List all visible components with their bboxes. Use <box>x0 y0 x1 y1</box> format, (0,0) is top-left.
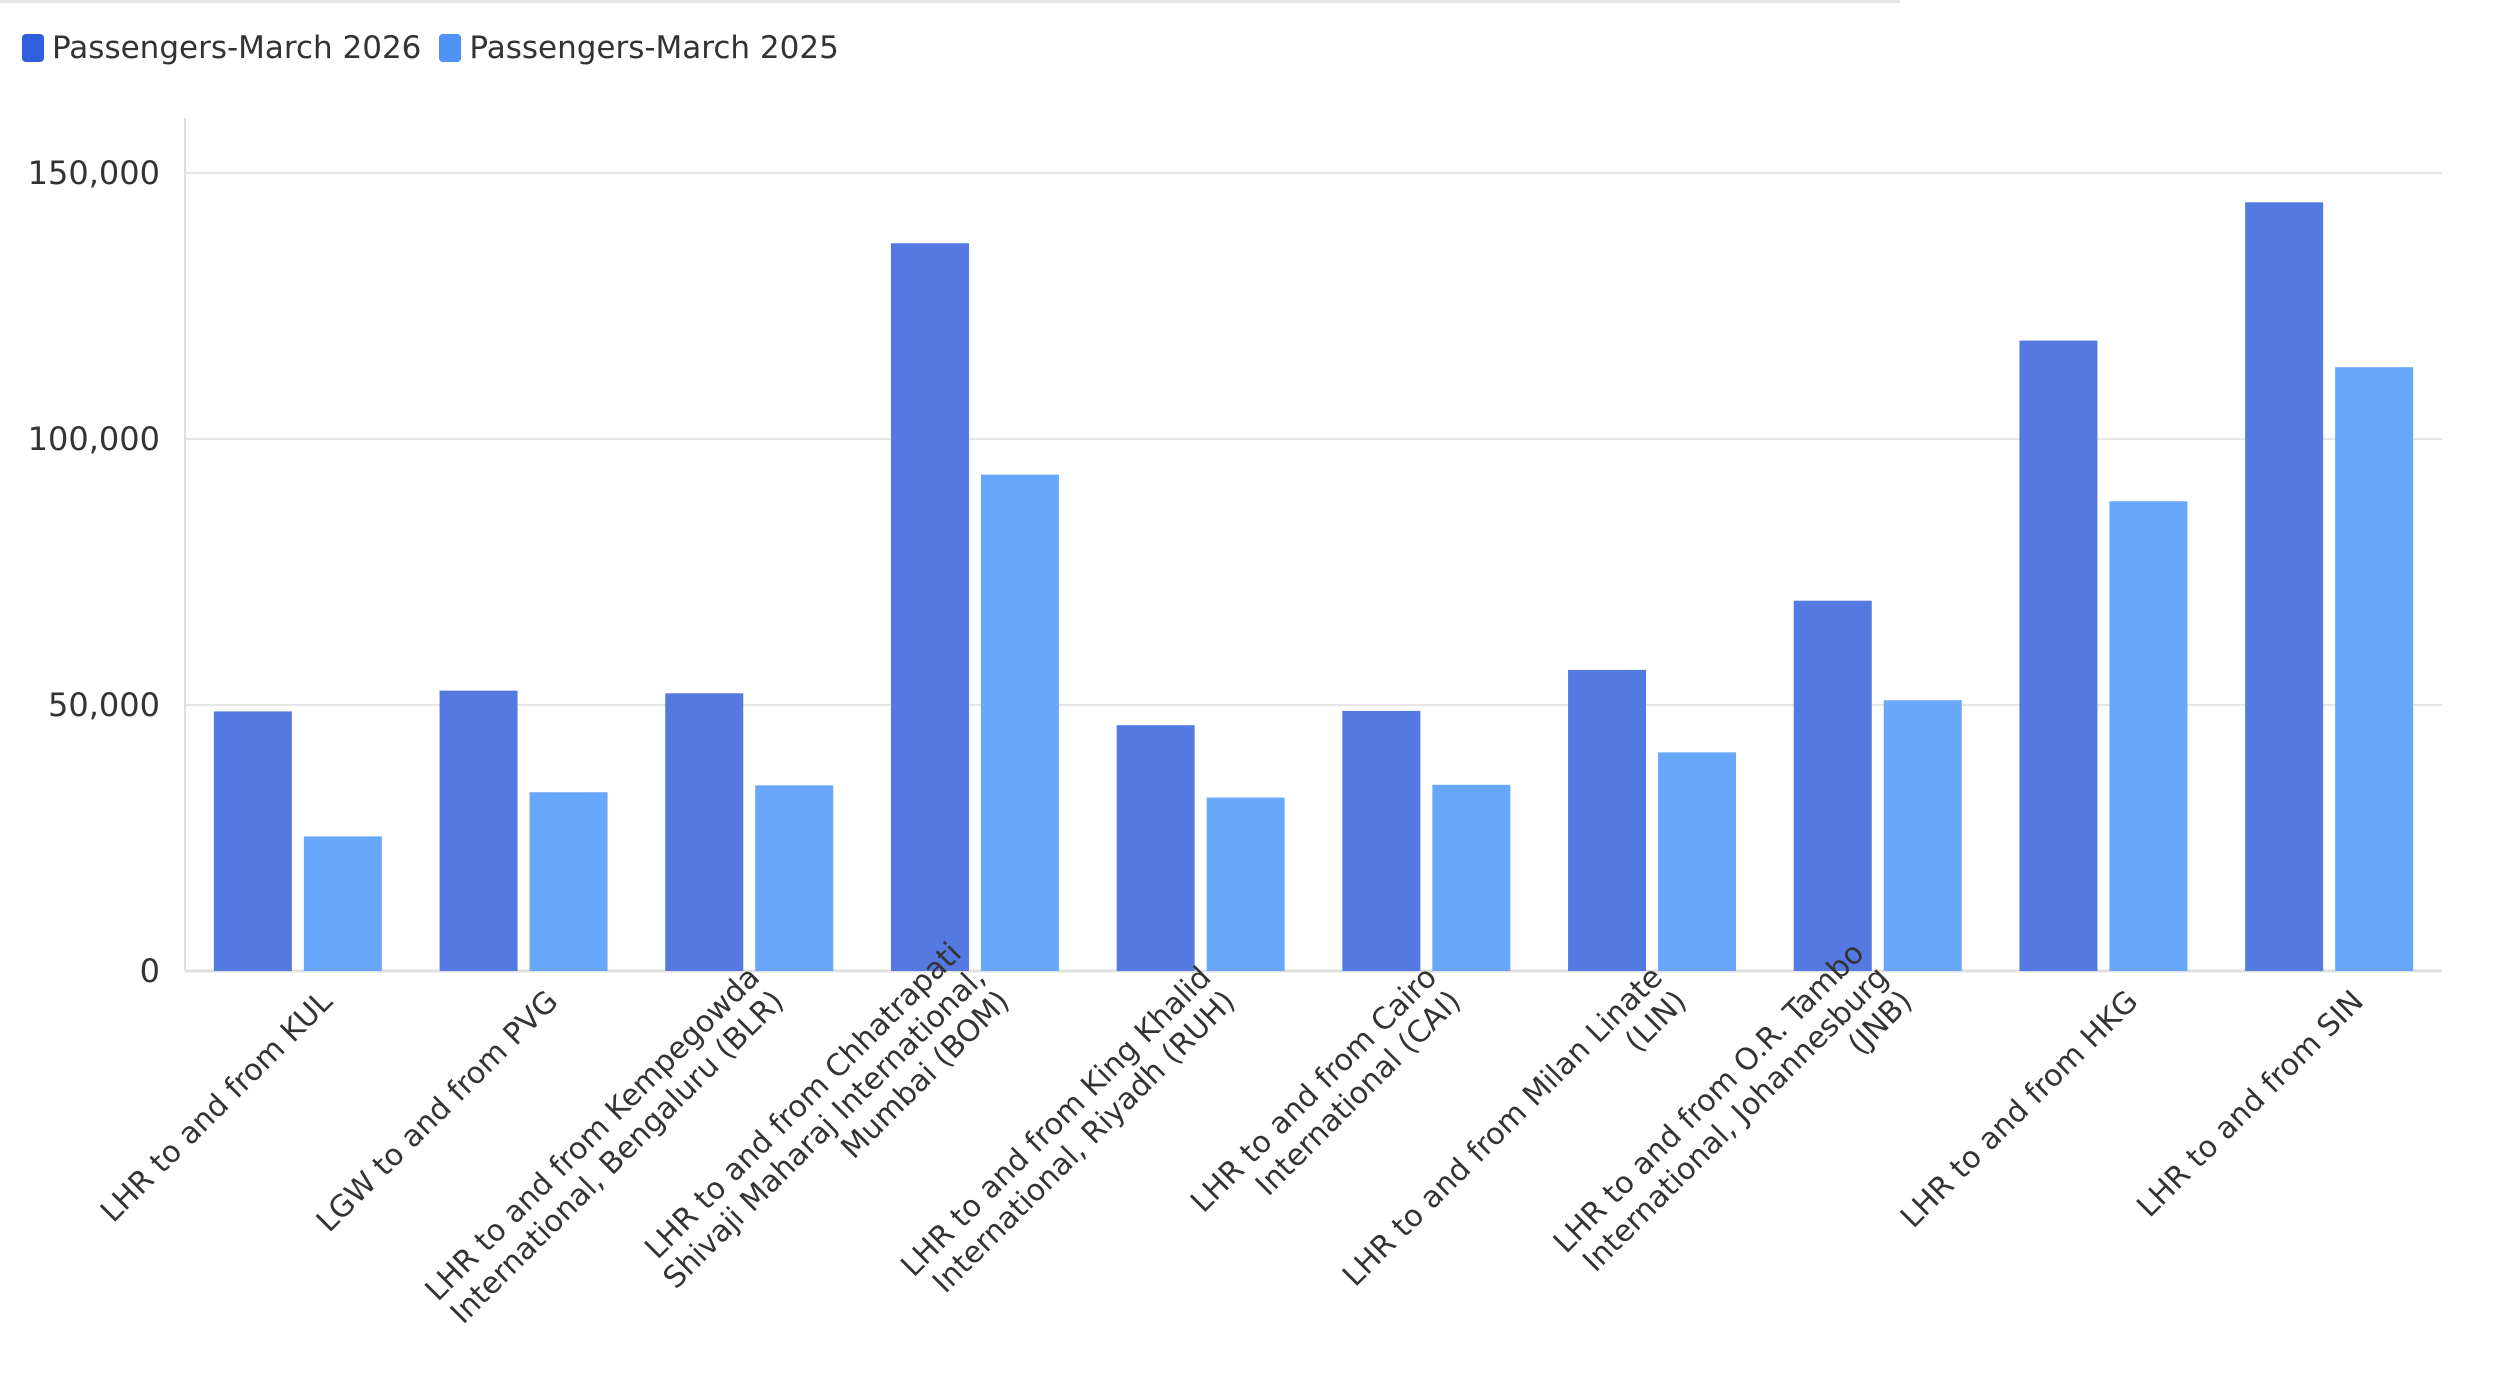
legend-label-march-2025: Passengers-March 2025 <box>469 30 839 66</box>
bar-march-2025-6 <box>1658 752 1737 971</box>
bar-march-2026-4 <box>1116 725 1195 971</box>
bar-march-2025-9 <box>2335 367 2414 971</box>
bar-march-2026-6 <box>1568 669 1647 971</box>
bar-march-2026-0 <box>213 711 292 971</box>
bar-march-2025-7 <box>1883 700 1962 971</box>
legend-label-march-2026: Passengers-March 2026 <box>52 30 422 66</box>
legend-swatch-march-2026 <box>22 34 44 62</box>
bar-march-2026-9 <box>2245 202 2324 971</box>
bar-march-2025-2 <box>755 785 834 971</box>
bar-march-2025-5 <box>1432 784 1511 971</box>
y-tick-label: 50,000 <box>48 686 160 724</box>
x-tick-label: LHR to and from KUL <box>94 984 340 1230</box>
bar-march-2026-2 <box>665 693 744 971</box>
legend-item-march-2026[interactable]: Passengers-March 2026 <box>22 30 421 66</box>
x-tick-label: LHR to and from SIN <box>2130 984 2370 1224</box>
top-divider <box>0 0 1900 3</box>
bar-march-2026-5 <box>1342 710 1421 971</box>
bar-march-2025-0 <box>303 836 382 971</box>
legend-item-march-2025[interactable]: Passengers-March 2025 <box>439 30 839 66</box>
legend-swatch-march-2025 <box>439 34 462 62</box>
bar-march-2026-3 <box>890 243 969 971</box>
bar-march-2025-8 <box>2109 501 2188 971</box>
x-tick-label: LHR to and from O.R. TamboInternational,… <box>1547 936 1919 1308</box>
bar-march-2026-7 <box>1793 600 1872 971</box>
bar-march-2025-4 <box>1206 797 1285 971</box>
x-tick-label: LHR to and from HKG <box>1894 984 2145 1235</box>
bar-march-2026-1 <box>439 690 518 971</box>
bar-march-2026-8 <box>2019 340 2098 972</box>
bar-march-2025-1 <box>529 792 608 971</box>
bar-march-2025-3 <box>980 474 1059 971</box>
y-tick-label: 0 <box>140 952 160 990</box>
y-tick-label: 150,000 <box>28 154 160 192</box>
y-tick-label: 100,000 <box>28 420 160 458</box>
legend: Passengers-March 2026 Passengers-March 2… <box>22 30 857 66</box>
